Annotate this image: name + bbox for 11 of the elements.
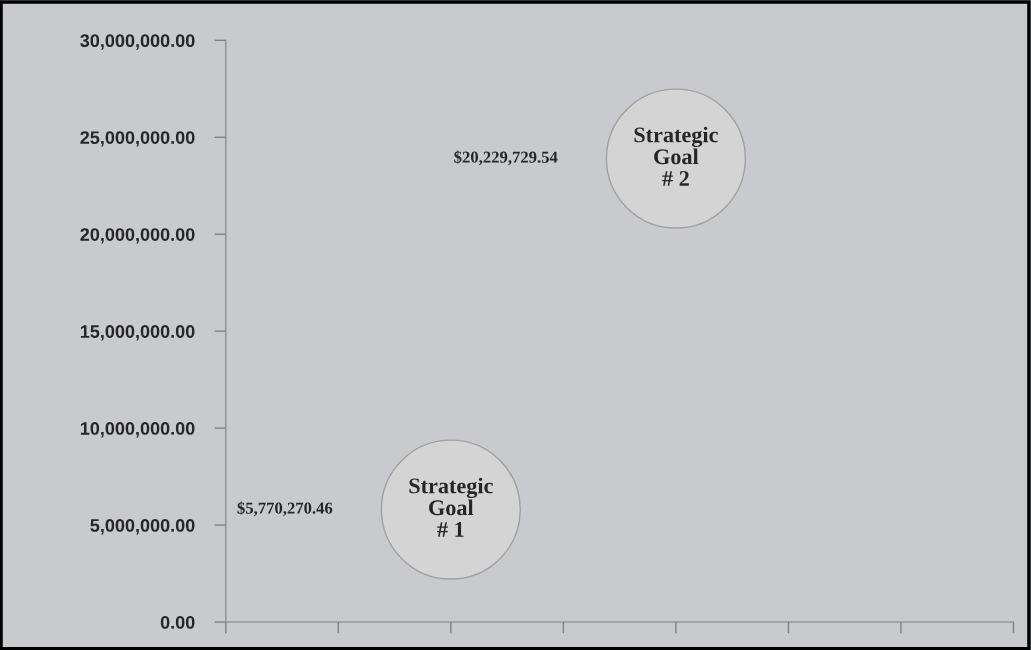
annotation: $20,229,729.54 bbox=[454, 150, 558, 166]
series-label: Strategic Goal # 1 bbox=[409, 477, 493, 537]
y-tick-label: 30,000,000.00 bbox=[80, 34, 195, 50]
y-tick-label: 10,000,000.00 bbox=[80, 422, 195, 438]
series-label: Strategic Goal # 2 bbox=[634, 126, 718, 186]
y-tick-label: 20,000,000.00 bbox=[80, 228, 195, 244]
y-tick-label: 25,000,000.00 bbox=[80, 131, 195, 147]
y-tick-label: 0.00 bbox=[160, 615, 195, 629]
annotation: $5,770,270.46 bbox=[237, 501, 333, 517]
y-tick-label: 5,000,000.00 bbox=[90, 519, 195, 535]
y-tick-label: 15,000,000.00 bbox=[80, 325, 195, 341]
